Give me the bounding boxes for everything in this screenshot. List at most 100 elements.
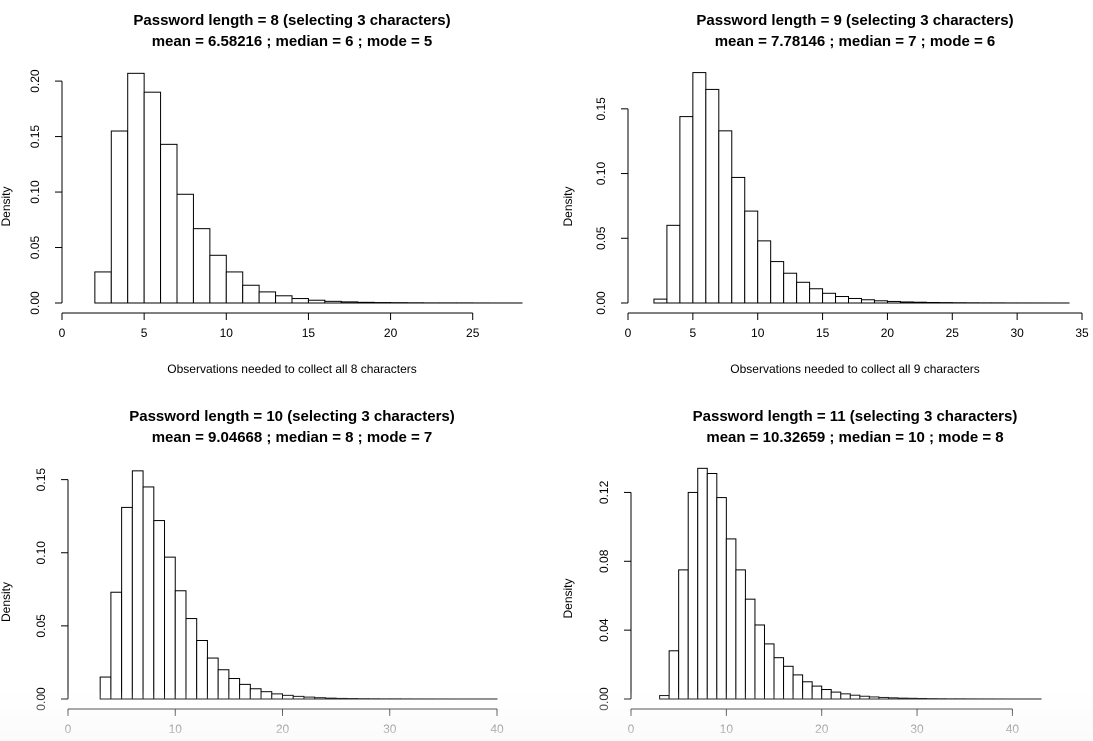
y-tick-label: 0.00 <box>28 291 42 315</box>
x-tick-label: 25 <box>466 326 480 340</box>
histogram-bar <box>324 697 337 700</box>
chart-title: Password length = 8 (selecting 3 charact… <box>133 12 450 29</box>
histogram-bar <box>160 143 178 304</box>
x-tick-label: 30 <box>910 722 924 736</box>
histogram-bar <box>868 696 880 700</box>
histogram-bar <box>291 298 309 304</box>
histogram-bar <box>131 470 144 700</box>
x-tick-label: 20 <box>881 326 895 340</box>
x-tick-label: 30 <box>383 722 397 736</box>
histogram-bar <box>659 695 670 700</box>
histogram-bar <box>357 301 375 304</box>
y-tick-label: 0.10 <box>34 541 48 565</box>
chart-subtitle: mean = 6.58216 ; median = 6 ; mode = 5 <box>152 33 433 50</box>
histogram-bar <box>907 697 918 700</box>
y-tick-label: 0.00 <box>594 291 608 315</box>
histogram-bar <box>242 284 260 304</box>
y-axis-label: Density <box>561 578 575 618</box>
histogram-bar <box>314 697 326 700</box>
histogram-bar <box>821 689 832 700</box>
histogram-bar <box>260 691 273 700</box>
x-tick-label: 0 <box>628 722 635 736</box>
x-tick-label: 35 <box>1075 326 1089 340</box>
histogram-bar <box>679 116 694 304</box>
x-tick-label: 5 <box>690 326 697 340</box>
histogram-bar <box>811 685 823 700</box>
histogram-bar <box>258 291 277 304</box>
histogram-panel-2: Password length = 9 (selecting 3 charact… <box>561 12 1089 376</box>
histogram-bar <box>142 486 155 700</box>
x-tick-label: 5 <box>141 326 148 340</box>
histogram-bar <box>916 697 928 700</box>
histogram-bar <box>830 691 842 700</box>
histogram-bar <box>176 193 194 304</box>
histogram-bar <box>192 228 211 304</box>
histogram-bar <box>886 300 901 304</box>
histogram-bar <box>873 300 888 304</box>
histogram-bar <box>692 72 707 304</box>
histogram-bar <box>744 598 756 700</box>
histogram-panel-1: Password length = 8 (selecting 3 charact… <box>0 12 523 376</box>
histogram-bar <box>849 694 861 700</box>
histogram-bar <box>225 271 244 304</box>
histogram-bar <box>127 72 145 304</box>
chart-subtitle: mean = 10.32659 ; median = 10 ; mode = 8 <box>706 429 1003 446</box>
histogram-bar <box>925 301 940 304</box>
y-tick-label: 0.08 <box>597 549 611 573</box>
histogram-bar <box>860 299 875 304</box>
x-tick-label: 0 <box>65 722 72 736</box>
histogram-bar <box>196 640 208 700</box>
y-axis-label: Density <box>561 186 575 226</box>
chart-subtitle: mean = 7.78146 ; median = 7 ; mode = 6 <box>715 33 996 50</box>
histogram-bar <box>731 176 746 304</box>
y-tick-label: 0.05 <box>594 226 608 250</box>
histogram-bar <box>307 299 326 304</box>
histogram-bar <box>275 295 293 304</box>
histogram-panel-3: Password length = 10 (selecting 3 charac… <box>0 408 504 736</box>
histogram-bar <box>859 695 870 700</box>
x-tick-label: 30 <box>1010 326 1024 340</box>
histogram-bar <box>292 695 305 700</box>
chart-title: Password length = 10 (selecting 3 charac… <box>129 408 455 425</box>
x-tick-label: 0 <box>625 326 632 340</box>
histogram-bar <box>897 697 909 700</box>
x-tick-label: 10 <box>720 722 734 736</box>
histogram-bar <box>249 688 262 700</box>
histogram-bar <box>802 681 813 700</box>
histogram-bar <box>678 569 689 700</box>
histogram-bar <box>744 210 759 304</box>
y-axis-label: Density <box>0 186 13 226</box>
histogram-bar <box>340 301 359 304</box>
histogram-bar <box>718 130 733 304</box>
histogram-bar <box>217 669 230 700</box>
histogram-bar <box>668 650 680 700</box>
y-tick-label: 0.05 <box>34 614 48 638</box>
histogram-bar <box>822 292 837 304</box>
histogram-bar <box>271 693 283 700</box>
y-axis-label: Density <box>0 582 13 622</box>
y-tick-label: 0.10 <box>28 180 42 204</box>
x-tick-label: 10 <box>220 326 234 340</box>
x-tick-label: 10 <box>751 326 765 340</box>
histogram-bar <box>153 520 166 700</box>
x-tick-label: 40 <box>1006 722 1020 736</box>
chart-subtitle: mean = 9.04668 ; median = 8 ; mode = 7 <box>152 429 433 446</box>
histogram-bar <box>206 657 219 700</box>
histogram-bar <box>121 506 133 700</box>
histogram-bar <box>809 288 824 304</box>
histogram-bar <box>164 556 176 700</box>
histogram-bar <box>763 643 775 700</box>
histogram-bar <box>228 678 241 700</box>
x-axis-label: Observations needed to collect all 9 cha… <box>730 362 979 376</box>
chart-title: Password length = 11 (selecting 3 charac… <box>693 408 1018 425</box>
histogram-bar <box>783 272 798 304</box>
histogram-bar <box>848 297 862 304</box>
histogram-bar <box>687 491 699 700</box>
y-tick-label: 0.10 <box>594 162 608 186</box>
y-tick-label: 0.15 <box>594 97 608 121</box>
histogram-bar <box>912 301 927 304</box>
histogram-bar <box>143 91 162 304</box>
histogram-bar <box>94 271 112 304</box>
x-tick-label: 20 <box>815 722 829 736</box>
